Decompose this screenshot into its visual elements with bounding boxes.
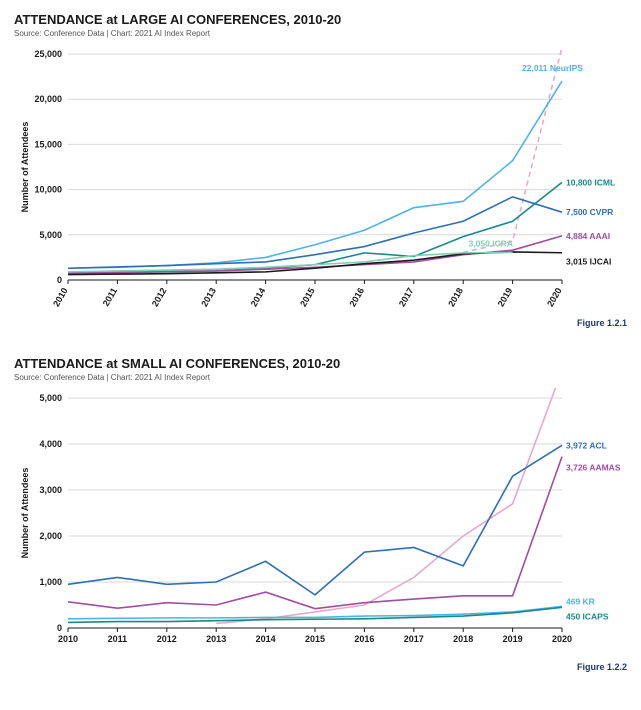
figure-number: Figure 1.2.2 xyxy=(14,662,627,672)
chart-subtitle: Source: Conference Data | Chart: 2021 AI… xyxy=(14,373,627,382)
x-tick-label: 2017 xyxy=(404,634,424,644)
chart-large: ATTENDANCE at LARGE AI CONFERENCES, 2010… xyxy=(14,12,627,328)
series-end-label: 3,050 ICRA xyxy=(469,238,513,248)
series-end-label: 450 ICAPS xyxy=(566,611,609,621)
y-tick-label: 20,000 xyxy=(34,94,62,104)
x-tick-label: 2010 xyxy=(58,634,78,644)
chart-title: ATTENDANCE at SMALL AI CONFERENCES, 2010… xyxy=(14,356,627,371)
y-tick-label: 5,000 xyxy=(39,230,62,240)
chart-canvas: 05,00010,00015,00020,00025,0002010201120… xyxy=(14,44,627,314)
y-tick-label: 0 xyxy=(57,275,62,285)
figure-number: Figure 1.2.1 xyxy=(14,318,627,328)
series-end-label: 469 KR xyxy=(566,596,595,606)
series-end-label: 10,800 ICML xyxy=(566,177,615,187)
page: ATTENDANCE at LARGE AI CONFERENCES, 2010… xyxy=(0,0,641,710)
chart-small: ATTENDANCE at SMALL AI CONFERENCES, 2010… xyxy=(14,356,627,672)
y-tick-label: 15,000 xyxy=(34,139,62,149)
x-tick-label: 2018 xyxy=(453,634,473,644)
x-tick-label: 2013 xyxy=(206,634,226,644)
chart-title: ATTENDANCE at LARGE AI CONFERENCES, 2010… xyxy=(14,12,627,27)
chart-subtitle: Source: Conference Data | Chart: 2021 AI… xyxy=(14,29,627,38)
y-tick-label: 4,000 xyxy=(39,439,62,449)
y-axis-label: Number of Attendees xyxy=(20,122,30,213)
line-chart-svg: 05,00010,00015,00020,00025,0002010201120… xyxy=(14,44,626,314)
x-tick-label: 2020 xyxy=(552,634,572,644)
chart-canvas: 0 1,000 2,000 3,000 4,000 5,000 2010 2011 2012 20… xyxy=(14,388,627,658)
y-tick-label: 2,000 xyxy=(39,531,62,541)
y-tick-label: 10,000 xyxy=(34,185,62,195)
y-tick-label: 25,000 xyxy=(34,49,62,59)
x-tick-label: 2014 xyxy=(256,634,276,644)
series-end-label: 4,884 AAAI xyxy=(566,231,610,241)
x-tick-label: 2011 xyxy=(108,634,128,644)
y-tick-label: 3,000 xyxy=(39,485,62,495)
y-tick-label: 5,000 xyxy=(39,393,62,403)
series-end-label: 22,011 NeurIPS xyxy=(522,63,583,73)
series-end-label: 3,726 AAMAS xyxy=(566,463,621,473)
x-tick-label: 2016 xyxy=(354,634,374,644)
series-end-label: 7,500 CVPR xyxy=(566,207,613,217)
y-axis-label: Number of Attendees xyxy=(20,468,30,559)
y-tick-label: 1,000 xyxy=(39,577,62,587)
y-tick-label: 0 xyxy=(57,623,62,633)
x-tick-label: 2015 xyxy=(305,634,325,644)
series-end-label: 3,015 IJCAI xyxy=(566,257,611,267)
series-end-label: 3,972 ACL xyxy=(566,440,607,450)
line-chart-svg: 0 1,000 2,000 3,000 4,000 5,000 2010 2011 2012 20… xyxy=(14,388,626,658)
x-tick-label: 2012 xyxy=(157,634,177,644)
x-tick-label: 2019 xyxy=(503,634,523,644)
